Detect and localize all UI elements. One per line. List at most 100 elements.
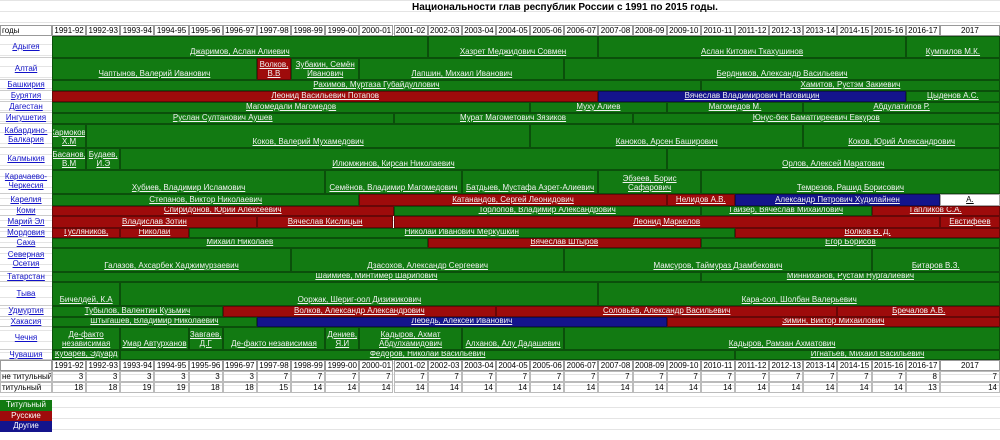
count-value: 19 [154,382,189,393]
region-name[interactable]: Чувашия [0,350,52,360]
head-cell: Завгаев, Д.Г [188,327,223,350]
head-cell: Штыгашев, Владимир Николаевич [52,317,257,327]
head-cell: Де-факто независимая [222,327,326,350]
head-cell: Абдулатипов Р. [803,102,1000,113]
head-cell: Аслан Китович Ткахушинов [598,36,906,58]
region-name[interactable]: Марий Эл [0,216,52,228]
year-header: 1998-99 [291,25,326,36]
year-header: 2012-13 [769,25,804,36]
head-cell: Лебедь, Алексей Иванович [256,317,667,327]
head-cell: Фёдоров, Николай Васильевич [120,350,735,360]
year-footer: 2017 [939,360,1000,371]
year-footer: 2016-17 [905,360,940,371]
head-cell: Евстифеев [939,216,1000,228]
year-footer: 2008-09 [632,360,667,371]
head-cell: Галазов, Ахсарбек Хаджимурзаевич [52,248,292,272]
head-cell: Джаримов, Аслан Алиевич [52,36,428,58]
head-cell: Ооржак, Шериг-оол Дизижикович [120,282,599,306]
region-name[interactable]: Тыва [0,282,52,306]
head-cell: Зимин, Виктор Михайлович [666,317,1000,327]
head-cell: Волков В. Д. [735,228,1000,238]
year-header: 2015-16 [871,25,906,36]
region-name[interactable]: Алтай [0,58,52,80]
count-value: 18 [222,382,257,393]
region-name[interactable]: Северная Осетия [0,248,52,272]
head-cell: Степанов, Виктор Николаевич [52,194,360,206]
head-cell: Вячеслав Штыров [427,238,701,248]
region-name[interactable]: Башкирия [0,80,52,91]
head-cell: Парфенчиков А. [939,194,1000,206]
region-name[interactable]: Бурятия [0,91,52,102]
head-cell: Вячеслав Владимирович Наговицин [598,91,906,102]
head-cell: Орлов, Алексей Маратович [666,148,1000,170]
year-footer: 1995-96 [188,360,223,371]
head-cell: Кадыров, Рамзан Ахматович [564,327,1000,350]
count-value: 7 [495,371,531,382]
head-cell: Нелидов А.В. [666,194,735,206]
year-footer-blank [0,360,52,371]
region-name[interactable]: Татарстан [0,272,52,282]
region-name[interactable]: Коми [0,206,52,216]
region-name[interactable]: Карачаево-Черкесия [0,170,52,194]
region-name[interactable]: Адыгея [0,36,52,58]
count-value: 3 [188,371,223,382]
head-cell: Батдыев, Мустафа Азрет-Алиевич [461,170,599,194]
region-name[interactable]: Кабардино-Балкария [0,124,52,148]
head-cell: Вячеслав Кислицын [256,216,394,228]
count-value: 18 [52,382,87,393]
region-name[interactable]: Дагестан [0,102,52,113]
region-name[interactable]: Чечня [0,327,52,350]
count-value: 3 [120,371,155,382]
count-value: 14 [666,382,701,393]
year-header: 2013-14 [803,25,838,36]
head-cell: Гайзер, Вячеслав Михайлович [700,206,872,216]
head-cell: Леонид Маркелов [393,216,940,228]
year-header: 1995-96 [188,25,223,36]
count-label: титульный [0,382,52,393]
region-name[interactable]: Хакасия [0,317,52,327]
head-cell: Минниханов, Рустам Нургалиевич [700,272,1000,282]
head-cell: Магомедов М. [666,102,804,113]
head-cell: Волков, Александр Александрович [222,306,496,317]
region-name[interactable]: Мордовия [0,228,52,238]
year-footer: 1997-98 [256,360,292,371]
head-cell: Коков, Валерий Мухамедович [86,124,531,148]
corner-label: годы [0,25,52,36]
head-cell: Лапшин, Михаил Иванович [359,58,565,80]
count-value: 14 [359,382,394,393]
head-cell: Бирюков, Николай [120,228,189,238]
head-cell: Руслан Султанович Аушев [52,113,394,124]
head-cell: Кумпилов М.К. [905,36,1000,58]
year-footer: 2011-12 [735,360,770,371]
head-cell: Зубакин, Семён Иванович [291,58,360,80]
head-cell: Рахимов, Муртаза Губайдуллович [52,80,701,91]
region-name[interactable]: Удмуртия [0,306,52,317]
head-cell: Леонид Васильевич Потапов [52,91,599,102]
year-footer: 1992-93 [86,360,121,371]
count-value: 14 [564,382,599,393]
count-value: 7 [598,371,633,382]
region-name[interactable]: Карелия [0,194,52,206]
region-name[interactable]: Ингушетия [0,113,52,124]
year-header: 2010-11 [700,25,735,36]
year-header: 2003-04 [461,25,496,36]
year-header: 2011-12 [735,25,770,36]
count-value: 14 [803,382,838,393]
year-header: 1991-92 [52,25,87,36]
head-cell: Гусляников, [52,228,121,238]
count-value: 7 [291,371,326,382]
year-header: 1999-00 [325,25,360,36]
year-header: 2001-02 [393,25,428,36]
region-name[interactable]: Саха [0,238,52,248]
legend-entry: Русские [0,410,52,421]
region-name[interactable]: Калмыкия [0,148,52,170]
head-cell: Хубиев, Владимир Исламович [52,170,326,194]
count-value: 14 [837,382,872,393]
count-value: 7 [666,371,701,382]
head-cell: Цыденов А.С. [905,91,1000,102]
count-value: 3 [86,371,121,382]
head-cell: Михаил Николаев [52,238,428,248]
year-footer: 2003-04 [461,360,496,371]
legend-entry: Другие [0,421,52,432]
